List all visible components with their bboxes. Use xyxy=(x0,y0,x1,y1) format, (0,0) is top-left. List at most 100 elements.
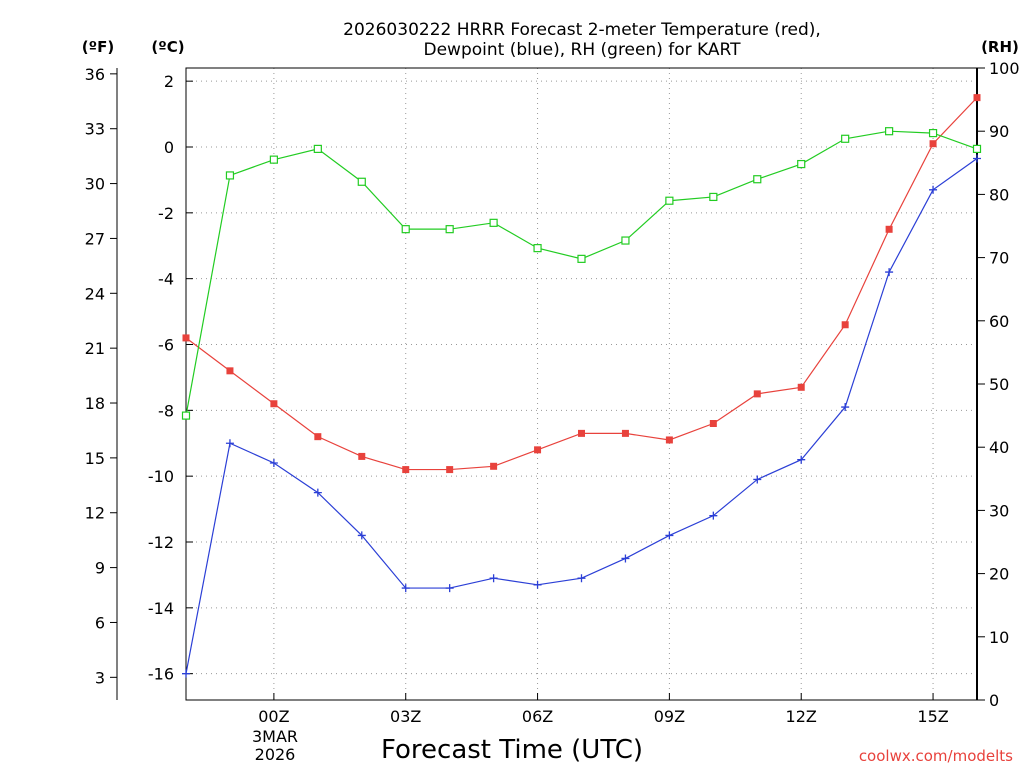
dewpoint-point xyxy=(841,403,850,412)
rh-point xyxy=(885,127,894,136)
chart-title-line-1: 2026030222 HRRR Forecast 2-meter Tempera… xyxy=(343,20,821,40)
dewpoint-point xyxy=(182,669,190,678)
date-label-month: 3MAR xyxy=(252,727,298,746)
x-tick-label: 06Z xyxy=(522,707,553,726)
fahrenheit-tick-label: 30 xyxy=(85,175,105,194)
dewpoint-point xyxy=(753,475,762,484)
celsius-tick-label: -6 xyxy=(158,336,174,355)
temperature-point xyxy=(665,436,673,444)
temperature-point xyxy=(841,321,849,329)
dewpoint-point xyxy=(929,185,938,194)
x-tick-label: 03Z xyxy=(390,707,421,726)
temperature-point xyxy=(973,94,981,102)
x-tick-label: 00Z xyxy=(258,707,289,726)
x-tick-label: 15Z xyxy=(917,707,948,726)
rh-unit-label: (RH) xyxy=(981,38,1019,56)
plot-frame xyxy=(185,67,978,701)
temperature-point xyxy=(534,446,542,454)
dewpoint-point xyxy=(577,574,586,583)
dewpoint-point xyxy=(973,154,981,163)
rh-point xyxy=(489,218,498,227)
rh-point xyxy=(533,244,542,253)
rh-tick-label: 20 xyxy=(989,565,1009,584)
temperature-point xyxy=(709,420,717,427)
dewpoint-point xyxy=(357,531,366,540)
rh-point xyxy=(753,175,762,184)
rh-tick-label: 100 xyxy=(989,59,1020,78)
fahrenheit-tick-label: 21 xyxy=(85,339,105,358)
temperature-point xyxy=(226,367,234,375)
rh-point xyxy=(401,225,410,234)
dewpoint-point xyxy=(269,459,278,467)
temperature-point xyxy=(885,225,893,233)
celsius-tick-label: -4 xyxy=(158,270,174,289)
rh-point xyxy=(225,171,235,180)
temperature-point xyxy=(314,433,322,441)
rh-point xyxy=(357,177,366,186)
dewpoint-point xyxy=(709,511,718,520)
temperature-point xyxy=(797,383,805,391)
fahrenheit-tick-label: 24 xyxy=(85,284,105,303)
fahrenheit-unit-label: (ºF) xyxy=(82,38,114,56)
celsius-tick-label: -16 xyxy=(148,665,174,684)
temperature-point xyxy=(182,334,190,342)
x-tick-label: 09Z xyxy=(654,707,685,726)
rh-tick-label: 50 xyxy=(989,375,1009,394)
fahrenheit-tick-label: 9 xyxy=(95,559,105,578)
fahrenheit-tick-label: 18 xyxy=(85,394,105,413)
celsius-tick-label: -12 xyxy=(148,533,174,552)
dewpoint-point xyxy=(533,580,542,589)
grid-lines xyxy=(186,68,977,700)
fahrenheit-tick-label: 3 xyxy=(95,668,105,687)
rh-point xyxy=(445,225,454,234)
source-credit: coolwx.com/modelts xyxy=(859,747,1013,765)
rh-point xyxy=(621,236,630,245)
fahrenheit-tick-label: 15 xyxy=(85,449,105,468)
celsius-tick-label: -10 xyxy=(148,467,174,486)
dewpoint-point xyxy=(797,455,806,464)
celsius-tick-label: 0 xyxy=(164,138,174,157)
rh-tick-label: 0 xyxy=(989,691,999,710)
dewpoint-point xyxy=(489,574,498,583)
rh-point xyxy=(797,159,806,169)
rh-point xyxy=(841,134,850,143)
x-axis-label: Forecast Time (UTC) xyxy=(381,735,643,765)
rh-point xyxy=(269,155,278,164)
temperature-point xyxy=(929,140,937,148)
dewpoint-point xyxy=(401,584,410,593)
rh-point xyxy=(972,144,982,153)
rh-point xyxy=(577,254,586,263)
rh-tick-label: 30 xyxy=(989,501,1009,520)
rh-line xyxy=(185,130,978,416)
temperature-point xyxy=(578,429,585,437)
fahrenheit-tick-label: 27 xyxy=(85,229,105,248)
date-label-year: 2026 xyxy=(255,745,296,764)
temperature-point xyxy=(621,429,629,437)
fahrenheit-tick-label: 12 xyxy=(85,504,105,523)
dewpoint-point xyxy=(313,488,322,497)
temperature-point xyxy=(753,390,761,398)
temperature-point xyxy=(402,466,410,474)
dewpoint-point xyxy=(445,584,454,593)
rh-tick-label: 60 xyxy=(989,312,1009,331)
rh-point xyxy=(709,192,718,202)
fahrenheit-tick-label: 36 xyxy=(85,65,105,84)
rh-point xyxy=(928,128,938,138)
celsius-tick-label: -8 xyxy=(158,401,174,420)
rh-point xyxy=(665,196,674,205)
series xyxy=(181,94,982,678)
rh-tick-label: 80 xyxy=(989,185,1009,204)
rh-tick-label: 10 xyxy=(989,628,1009,647)
x-tick-label: 12Z xyxy=(786,707,817,726)
rh-tick-label: 90 xyxy=(989,122,1009,141)
temperature-point xyxy=(490,462,498,470)
rh-tick-label: 40 xyxy=(989,438,1009,457)
temperature-line xyxy=(185,97,978,471)
celsius-unit-label: (ºC) xyxy=(151,38,184,56)
temperature-point xyxy=(446,466,454,474)
celsius-tick-label: -2 xyxy=(158,204,174,223)
fahrenheit-tick-label: 33 xyxy=(85,120,105,139)
dewpoint-point xyxy=(885,268,894,277)
temperature-point xyxy=(270,400,278,408)
